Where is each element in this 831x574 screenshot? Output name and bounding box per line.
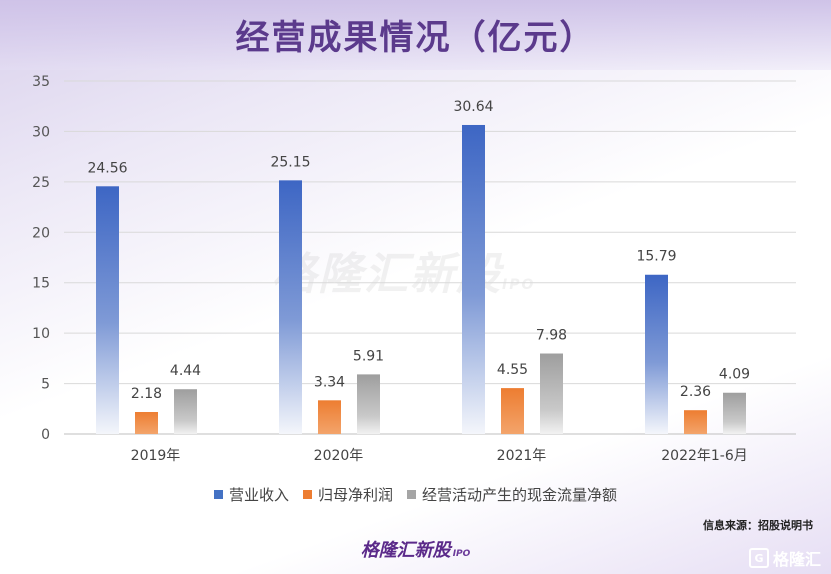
legend-item-profit: 归母净利润 xyxy=(302,484,393,505)
y-tick-label: 15 xyxy=(32,276,50,292)
legend-label-revenue: 营业收入 xyxy=(228,486,289,504)
data-label-revenue-1: 25.15 xyxy=(270,154,310,170)
data-label-revenue-3: 15.79 xyxy=(636,249,676,265)
bar-revenue-2 xyxy=(462,124,485,434)
x-tick-label: 2022年1-6月 xyxy=(661,448,748,464)
bar-cashflow-1 xyxy=(357,374,380,434)
y-tick-label: 0 xyxy=(41,427,50,443)
brand-suffix: IPO xyxy=(452,549,471,559)
bar-cashflow-2 xyxy=(540,353,563,434)
corner-logo-text: 格隆汇 xyxy=(772,550,821,569)
watermark-suffix: IPO xyxy=(502,277,536,293)
data-label-profit-3: 2.36 xyxy=(680,384,711,400)
legend-swatch-cashflow xyxy=(407,490,416,499)
legend-swatch-profit xyxy=(302,490,312,499)
y-tick-label: 20 xyxy=(32,225,50,241)
bar-profit-0 xyxy=(135,412,158,434)
legend: 营业收入 归母净利润 经营活动产生的现金流量净额 xyxy=(0,484,831,505)
legend-item-cashflow: 经营活动产生的现金流量净额 xyxy=(407,484,617,505)
y-tick-label: 35 xyxy=(32,74,50,90)
data-label-revenue-2: 30.64 xyxy=(453,99,493,115)
corner-logo: G 格隆汇 xyxy=(748,546,821,570)
bar-profit-3 xyxy=(684,410,707,434)
data-label-revenue-0: 24.56 xyxy=(87,160,127,176)
bar-revenue-3 xyxy=(645,274,668,434)
bar-revenue-0 xyxy=(96,186,119,434)
chart-title: 经营成果情况（亿元） xyxy=(235,18,596,58)
bar-cashflow-3 xyxy=(723,392,746,434)
bar-profit-1 xyxy=(318,400,341,434)
y-tick-label: 10 xyxy=(32,326,50,342)
legend-label-cashflow: 经营活动产生的现金流量净额 xyxy=(422,486,618,504)
bar-cashflow-0 xyxy=(174,389,197,434)
data-label-cashflow-3: 4.09 xyxy=(719,367,750,383)
legend-label-profit: 归母净利润 xyxy=(317,486,393,504)
data-label-profit-2: 4.55 xyxy=(497,362,528,378)
brand-text: 格隆汇新股 xyxy=(360,540,451,561)
data-label-cashflow-0: 4.44 xyxy=(170,363,201,379)
data-label-profit-1: 3.34 xyxy=(314,374,345,390)
y-tick-label: 30 xyxy=(32,124,50,140)
data-label-cashflow-2: 7.98 xyxy=(536,328,567,344)
y-tick-label: 25 xyxy=(32,175,50,191)
corner-logo-icon: G xyxy=(748,548,769,568)
x-tick-label: 2019年 xyxy=(131,448,181,464)
source-note: 信息来源：招股说明书 xyxy=(703,519,813,532)
y-tick-label: 5 xyxy=(41,377,50,393)
brand-logo: 格隆汇新股 IPO xyxy=(0,536,831,562)
header-band xyxy=(0,0,831,70)
data-label-cashflow-1: 5.91 xyxy=(353,348,384,364)
x-tick-label: 2021年 xyxy=(497,448,547,464)
x-tick-label: 2020年 xyxy=(314,448,364,464)
legend-swatch-revenue xyxy=(213,490,223,499)
bar-revenue-1 xyxy=(279,180,302,434)
bar-profit-2 xyxy=(501,388,524,434)
legend-item-revenue: 营业收入 xyxy=(213,484,289,505)
data-label-profit-0: 2.18 xyxy=(131,386,162,402)
